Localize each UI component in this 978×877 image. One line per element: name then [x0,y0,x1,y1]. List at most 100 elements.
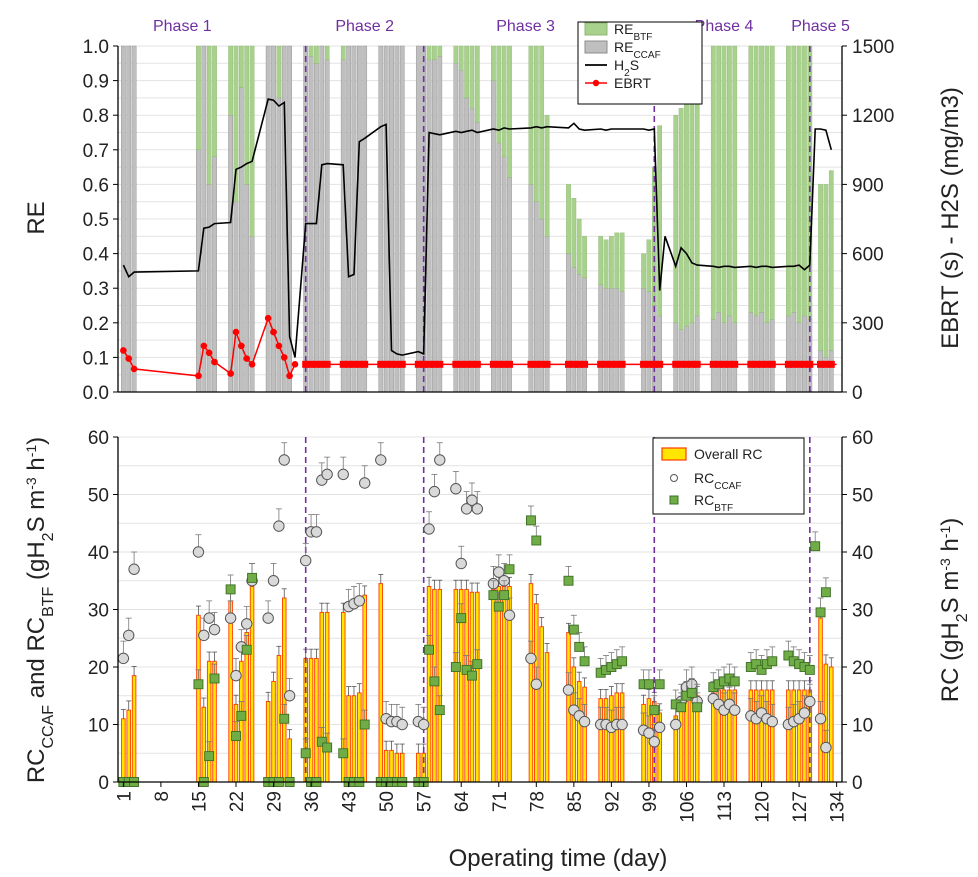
re-btf-bar [769,45,775,320]
rc-ccaf-point [283,690,296,702]
re-ccaf-bar [818,350,823,393]
axis-label-part: h [937,538,964,558]
re-btf-bar [469,45,475,109]
re-ccaf-bar [356,45,362,393]
rc-btf-point [767,656,778,667]
rc-ccaf-point [117,652,130,665]
re-ccaf-bar [228,114,233,393]
re-ccaf-bar [206,184,212,393]
bottom-right-tick-label: 10 [852,716,873,737]
re-btf-bar [609,236,614,289]
overall-rc-bar [131,675,137,783]
x-tick-label: 1 [114,791,135,802]
ebrt-point [575,360,583,368]
ebrt-point [532,360,540,368]
re-ccaf-bar [710,319,716,393]
re-btf-bar [496,45,502,144]
re-ccaf-bar [346,45,351,393]
re-btf-bar [571,198,577,268]
ebrt-point [463,360,471,368]
rc-ccaf-point [766,715,778,728]
top-left-tick-label: 0.8 [83,106,109,127]
ebrt-point [211,358,218,366]
rc-btf-point [316,736,327,747]
top-right-tick-label: 600 [852,245,884,266]
ebrt-point [195,372,202,380]
ebrt-point [570,360,578,368]
axis-label-part: -3 [937,558,953,571]
rc-btf-point [193,679,204,690]
re-ccaf-bar [458,70,464,393]
re-ccaf-bar [748,312,754,393]
ebrt-point [768,360,776,368]
re-ccaf-bar [802,315,807,393]
overall-rc-bar [282,597,287,783]
re-btf-bar [619,232,625,292]
axis-label-part: h [23,457,50,477]
ebrt-point [238,342,245,350]
overall-rc-bar [201,706,207,783]
axis-label-part: 2 [954,613,971,622]
re-ccaf-bar [544,236,550,393]
rc-ccaf-point [396,718,408,731]
re-ccaf-bar [689,322,695,393]
re-ccaf-bar [619,291,625,393]
tick-labels: 0.00.10.20.30.40.50.60.70.80.91.00300600… [83,37,895,823]
ebrt-point [709,360,717,368]
re-btf-bar [340,45,346,61]
ebrt-point [677,360,685,368]
re-ccaf-bar [764,322,770,393]
re-ccaf-bar [399,45,405,393]
rc-ccaf-point [198,629,210,642]
x-tick-label: 78 [527,791,548,812]
re-btf-bar [474,45,480,123]
ebrt-point [361,360,369,368]
re-btf-bar [206,45,212,185]
overall-rc-bar [319,611,325,783]
re-ccaf-bar [796,322,802,393]
rc-btf-point [568,624,579,635]
ebrt-point [688,360,696,368]
rc-btf-point [643,679,654,690]
rc-ccaf-point [337,468,349,481]
re-ccaf-bar [673,322,679,393]
rc-btf-point [649,705,660,716]
overall-rc-bar [346,695,351,783]
rc-ccaf-point [192,546,205,558]
re-btf-bar [276,45,282,99]
ebrt-point [436,360,444,368]
rc-btf-point [204,751,215,762]
ebrt-point [339,360,347,368]
rc-ccaf-point [267,575,280,587]
re-ccaf-bar [314,63,319,393]
overall-rc-bar [786,689,791,783]
re-btf-bar [678,108,684,330]
re-btf-bar [598,236,604,285]
rc-btf-point [654,679,665,690]
re-btf-bar [802,45,807,317]
rc-ccaf-point [434,454,446,466]
axis-label-part: S m [937,571,964,614]
ebrt-point [752,360,760,368]
top-right-tick-label: 1200 [852,106,894,127]
re-btf-bar [507,45,512,178]
top-legend-entry: RECCAF [614,39,661,61]
overall-rc-bar [823,663,829,783]
re-btf-bar [432,45,437,61]
top-right-tick-label: 900 [852,175,884,196]
legend-rc-ccaf-swatch [670,474,678,482]
ebrt-point [291,361,299,368]
overall-rc-bar [265,701,271,783]
top-legend-entry: EBRT [614,75,652,91]
re-ccaf-bar [271,45,276,393]
re-ccaf-bar [566,253,571,393]
overall-rc-bar [496,586,502,783]
overall-rc-bar [614,692,620,783]
rc-ccaf-point [653,721,666,734]
ebrt-point [822,360,830,368]
ebrt-point [243,355,251,362]
ebrt-point [414,360,422,368]
re-ccaf-bar [212,156,217,393]
ebrt-point [275,342,283,350]
ebrt-point [264,314,272,322]
